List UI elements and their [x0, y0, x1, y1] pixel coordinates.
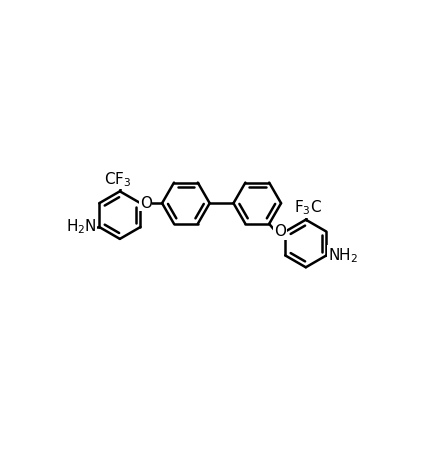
Text: H$_2$N: H$_2$N — [66, 217, 97, 237]
Text: CF$_3$: CF$_3$ — [104, 170, 131, 188]
Text: F$_3$C: F$_3$C — [294, 198, 322, 217]
Text: O: O — [140, 196, 152, 211]
Text: NH$_2$: NH$_2$ — [328, 246, 358, 265]
Text: O: O — [274, 224, 286, 239]
